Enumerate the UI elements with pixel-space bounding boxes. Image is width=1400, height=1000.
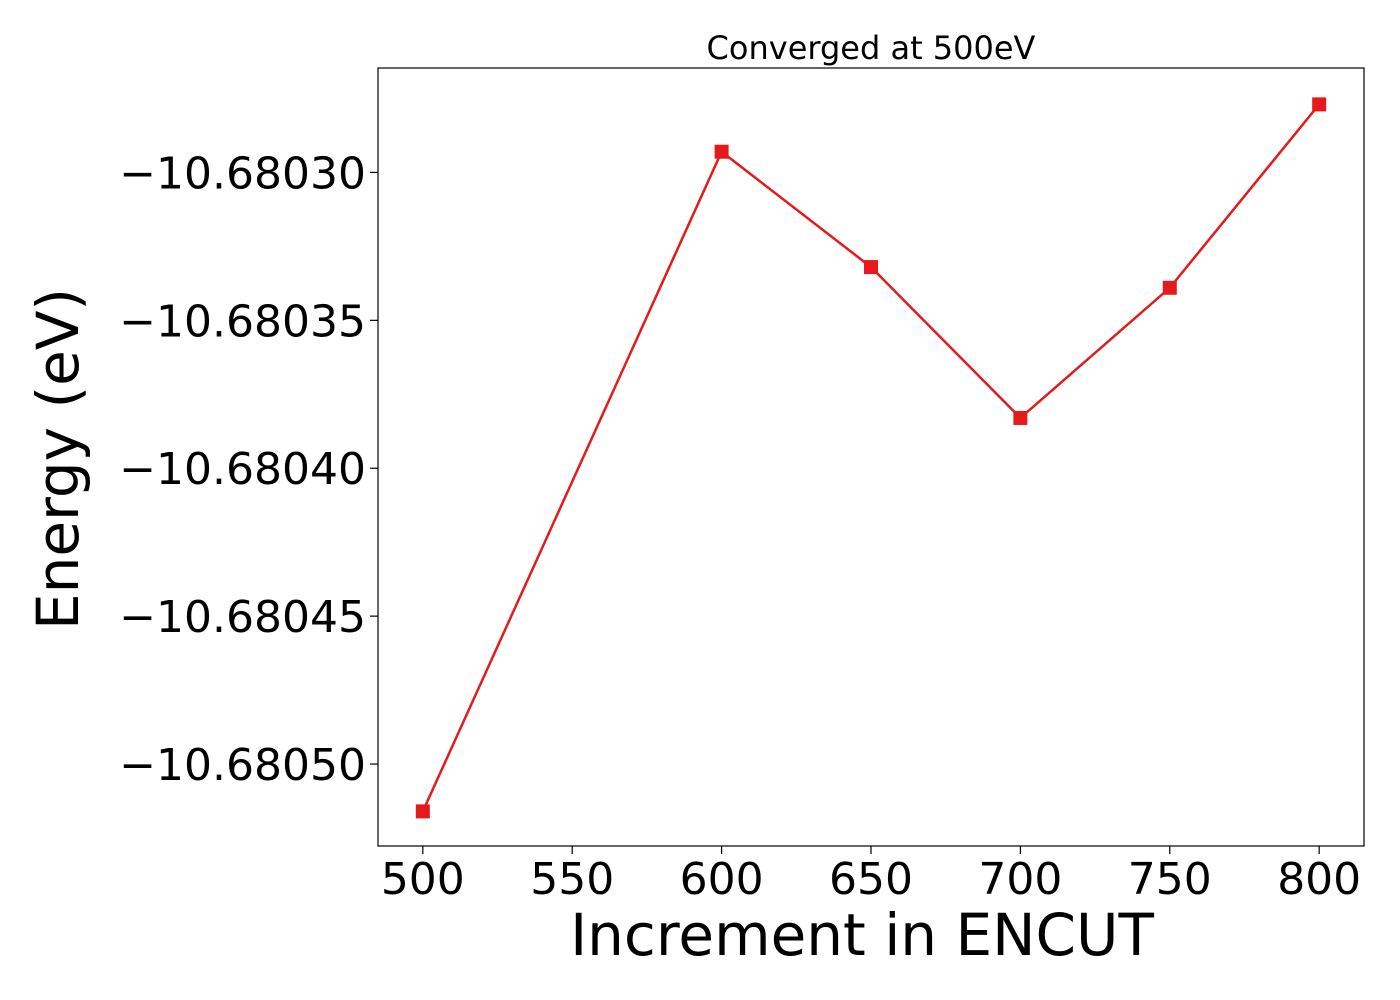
data-point-marker <box>714 144 729 159</box>
x-tick-label: 550 <box>530 854 614 905</box>
y-tick-label: −10.68030 <box>119 148 366 199</box>
y-tick-label: −10.68040 <box>119 444 366 495</box>
x-axis-label: Increment in ENCUT <box>570 901 1154 969</box>
x-tick-label: 600 <box>680 854 764 905</box>
y-tick-label: −10.68045 <box>119 592 366 643</box>
series-group <box>415 97 1327 819</box>
data-point-marker <box>415 804 430 819</box>
series-line <box>421 103 1321 812</box>
y-tick-label: −10.68050 <box>119 740 366 791</box>
data-point-marker <box>1162 280 1177 295</box>
y-axis-label: Energy (eV) <box>24 288 92 630</box>
x-tick-label: 800 <box>1277 854 1361 905</box>
data-point-marker <box>864 260 878 275</box>
x-tick-label: 700 <box>978 854 1062 905</box>
data-point-marker <box>1013 410 1028 425</box>
x-tick-label: 500 <box>381 854 465 905</box>
x-tick-label: 650 <box>829 854 913 905</box>
y-axis: −10.68030 −10.68035 −10.68040 −10.68045 −10.… <box>119 148 378 791</box>
x-tick-label: 750 <box>1128 854 1212 905</box>
x-axis: 500 550 600 650 700 750 800 <box>381 846 1361 905</box>
chart-title: Converged at 500eV <box>707 29 1036 67</box>
y-tick-label: −10.68035 <box>119 296 366 347</box>
data-point-marker <box>1312 97 1327 112</box>
plot-area-frame <box>377 67 1365 847</box>
